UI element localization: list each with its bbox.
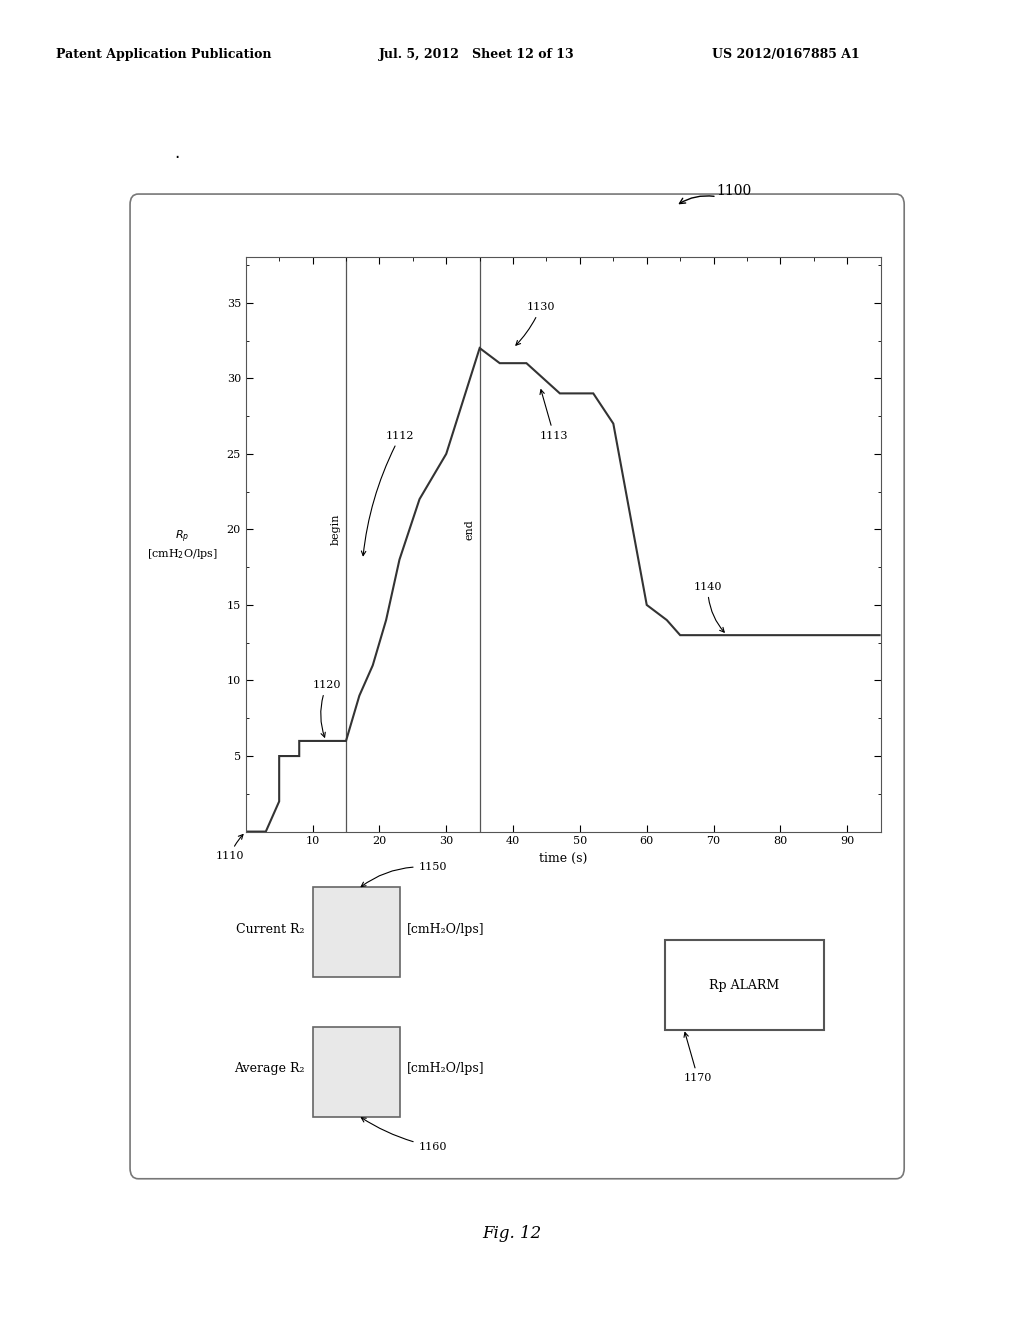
Text: [cmH₂O/lps]: [cmH₂O/lps] bbox=[408, 1063, 485, 1076]
Text: 1100: 1100 bbox=[717, 183, 752, 198]
Text: 1120: 1120 bbox=[312, 680, 341, 737]
Text: 1150: 1150 bbox=[361, 862, 447, 887]
Text: Jul. 5, 2012   Sheet 12 of 13: Jul. 5, 2012 Sheet 12 of 13 bbox=[379, 48, 574, 61]
Text: end: end bbox=[464, 519, 474, 540]
Text: 1170: 1170 bbox=[684, 1032, 713, 1084]
Text: Average R₂: Average R₂ bbox=[234, 1063, 305, 1076]
Text: 1140: 1140 bbox=[693, 582, 724, 632]
Text: 1160: 1160 bbox=[361, 1118, 447, 1151]
Text: [cmH₂O/lps]: [cmH₂O/lps] bbox=[408, 923, 485, 936]
Text: Fig. 12: Fig. 12 bbox=[482, 1225, 542, 1242]
Y-axis label: $R_p$
[cmH$_2$O/lps]: $R_p$ [cmH$_2$O/lps] bbox=[146, 528, 218, 561]
FancyBboxPatch shape bbox=[312, 1027, 399, 1117]
FancyBboxPatch shape bbox=[312, 887, 399, 977]
Text: 1112: 1112 bbox=[361, 430, 415, 556]
Text: .: . bbox=[174, 144, 179, 162]
Text: begin: begin bbox=[331, 513, 341, 545]
Text: 1113: 1113 bbox=[540, 389, 568, 441]
Text: US 2012/0167885 A1: US 2012/0167885 A1 bbox=[712, 48, 859, 61]
Text: 1110: 1110 bbox=[215, 834, 244, 862]
Text: Current R₂: Current R₂ bbox=[237, 923, 305, 936]
Text: Patent Application Publication: Patent Application Publication bbox=[56, 48, 271, 61]
X-axis label: time (s): time (s) bbox=[539, 851, 588, 865]
FancyBboxPatch shape bbox=[665, 940, 824, 1030]
Text: 1130: 1130 bbox=[516, 302, 555, 346]
Text: Rp ALARM: Rp ALARM bbox=[710, 978, 779, 991]
